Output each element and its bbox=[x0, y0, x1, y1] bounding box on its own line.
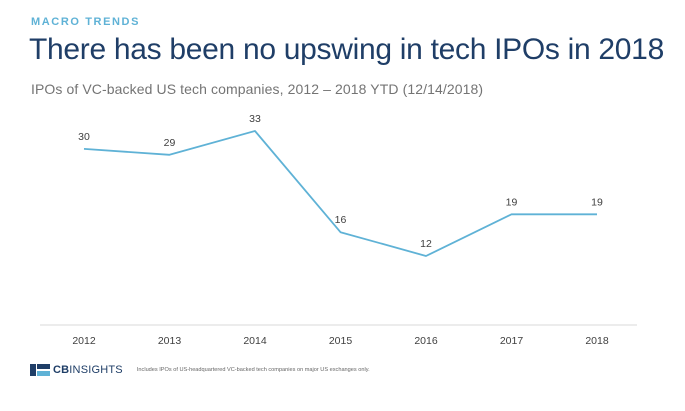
data-label-2018: 19 bbox=[591, 196, 603, 208]
data-label-2015: 16 bbox=[335, 214, 347, 226]
x-tick-label-2014: 2014 bbox=[243, 335, 267, 347]
data-labels: 30 29 33 16 12 19 19 bbox=[78, 113, 603, 257]
x-tick-label-2018: 2018 bbox=[585, 335, 609, 347]
x-tick-label-2016: 2016 bbox=[414, 335, 438, 347]
data-label-2014: 33 bbox=[249, 113, 261, 125]
data-label-2012: 30 bbox=[78, 131, 90, 143]
x-tick-label-2012: 2012 bbox=[72, 335, 96, 347]
logo-suffix: INSIGHTS bbox=[69, 364, 123, 376]
x-tick-labels: 2012 2013 2014 2015 2016 2017 2018 bbox=[72, 335, 609, 347]
kicker-label: MACRO TRENDS bbox=[31, 16, 141, 28]
series-line bbox=[83, 130, 597, 257]
x-tick-label-2015: 2015 bbox=[329, 335, 353, 347]
cb-insights-logo: CBINSIGHTS bbox=[30, 363, 123, 377]
data-label-2013: 29 bbox=[164, 137, 176, 149]
logo-prefix: CB bbox=[53, 364, 70, 376]
chart-title: There has been no upswing in tech IPOs i… bbox=[29, 33, 664, 66]
data-label-2016: 12 bbox=[420, 238, 432, 250]
chart-subtitle: IPOs of VC-backed US tech companies, 201… bbox=[31, 81, 484, 97]
logo-wordmark: CBINSIGHTS bbox=[53, 364, 123, 376]
footnote: Includes IPOs of US-headquartered VC-bac… bbox=[136, 367, 370, 373]
data-label-2017: 19 bbox=[506, 196, 518, 208]
cb-logo-icon bbox=[30, 364, 50, 376]
x-tick-label-2017: 2017 bbox=[500, 335, 524, 347]
footer: CBINSIGHTS Includes IPOs of US-headquart… bbox=[30, 363, 370, 377]
x-tick-label-2013: 2013 bbox=[158, 335, 182, 347]
